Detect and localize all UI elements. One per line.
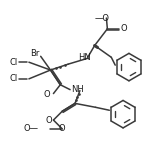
Text: Cl: Cl <box>9 58 18 67</box>
Text: —O: —O <box>95 14 110 23</box>
Text: O: O <box>46 115 52 125</box>
Text: O: O <box>120 24 127 33</box>
Text: O—: O— <box>24 124 39 133</box>
Text: Br: Br <box>30 49 39 58</box>
Text: NH: NH <box>71 85 84 94</box>
Text: O: O <box>59 124 66 133</box>
Text: HN: HN <box>78 53 91 62</box>
Text: Cl: Cl <box>9 74 18 83</box>
Text: O: O <box>44 90 50 99</box>
